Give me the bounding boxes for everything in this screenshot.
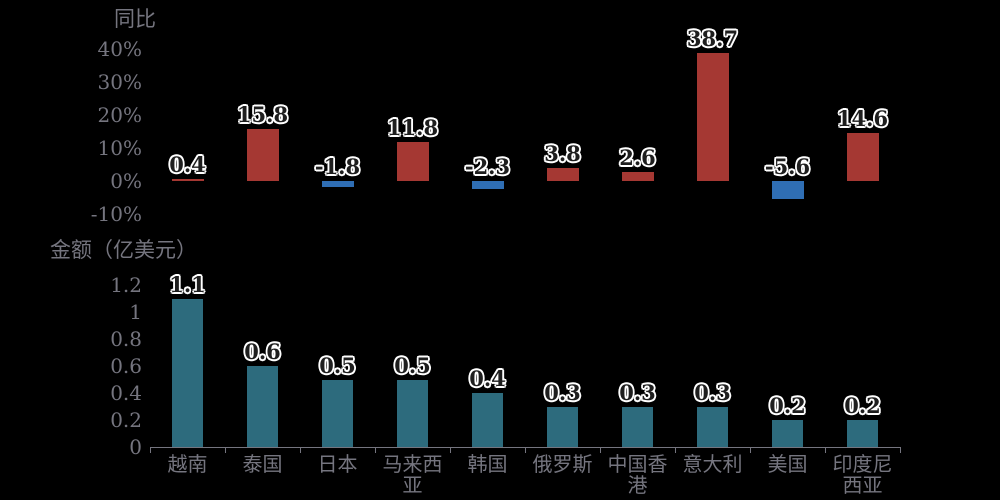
yoy-ytick-label: 30% xyxy=(97,70,142,94)
yoy-ytick-label: -10% xyxy=(90,202,142,226)
amount-data-label: 0.6 xyxy=(244,339,281,364)
amount-data-label: 1.1 xyxy=(169,271,206,297)
amount-bar xyxy=(322,379,353,447)
amount-bar xyxy=(247,366,278,447)
amount-axis-title: 金额（亿美元） xyxy=(50,238,197,262)
amount-bar xyxy=(397,379,428,447)
axis-tick-mark xyxy=(150,448,151,453)
amount-data-label: 0.2 xyxy=(844,393,881,418)
amount-data-label: 0.3 xyxy=(694,379,731,405)
category-label: 中国香港 xyxy=(607,452,668,497)
amount-bar xyxy=(622,406,653,447)
amount-bar xyxy=(697,406,728,447)
yoy-data-label: 15.8 xyxy=(236,101,289,127)
category-label: 意大利 xyxy=(682,452,743,476)
amount-data-label: 0.2 xyxy=(769,393,806,418)
amount-data-label: 0.5 xyxy=(319,352,356,378)
axis-tick-mark xyxy=(600,448,601,453)
yoy-data-label: 0.4 xyxy=(169,152,206,177)
yoy-ytick-label: 40% xyxy=(97,37,142,61)
yoy-ytick-label: 20% xyxy=(97,103,142,127)
yoy-bar xyxy=(846,132,879,181)
yoy-ytick-label: 0% xyxy=(110,169,142,193)
amount-data-label: 0.5 xyxy=(394,352,431,378)
yoy-bar xyxy=(771,181,804,200)
amount-ytick-label: 1 xyxy=(129,300,142,324)
yoy-data-label: 2.6 xyxy=(619,145,656,171)
amount-ytick-label: 0.2 xyxy=(110,408,142,432)
amount-bar xyxy=(472,393,503,447)
axis-tick-mark xyxy=(525,448,526,453)
yoy-data-label: 14.6 xyxy=(836,105,889,131)
axis-tick-mark xyxy=(225,448,226,453)
yoy-data-label: -5.6 xyxy=(764,154,811,179)
amount-ytick-label: 0.8 xyxy=(110,327,142,351)
amount-data-label: 0.3 xyxy=(544,379,581,405)
amount-data-label: 0.4 xyxy=(469,366,506,391)
category-label: 日本 xyxy=(317,452,358,476)
amount-bar xyxy=(547,406,578,447)
axis-tick-mark xyxy=(300,448,301,453)
amount-ytick-label: 1.2 xyxy=(110,273,142,297)
category-axis-line xyxy=(150,447,901,448)
yoy-bar xyxy=(321,181,354,187)
category-label: 马来西亚 xyxy=(382,452,443,497)
yoy-data-label: 11.8 xyxy=(386,115,439,141)
yoy-bar xyxy=(171,179,204,181)
axis-tick-mark xyxy=(750,448,751,453)
amount-bar xyxy=(847,420,878,447)
yoy-bar xyxy=(396,142,429,181)
yoy-data-label: 38.7 xyxy=(686,26,739,52)
amount-ytick-label: 0 xyxy=(129,435,142,459)
amount-bar xyxy=(172,298,203,447)
amount-ytick-label: 0.6 xyxy=(110,354,142,378)
axis-tick-mark xyxy=(450,448,451,453)
amount-ytick-label: 0.4 xyxy=(110,381,142,405)
category-label: 印度尼 西亚 xyxy=(832,452,893,497)
yoy-ytick-label: 10% xyxy=(97,136,142,160)
yoy-data-label: -1.8 xyxy=(314,154,361,179)
amount-bar xyxy=(772,420,803,447)
amount-data-label: 0.3 xyxy=(619,379,656,405)
yoy-bar xyxy=(546,168,579,181)
yoy-bar xyxy=(246,128,279,181)
category-label: 俄罗斯 xyxy=(532,452,593,476)
category-label: 美国 xyxy=(767,452,808,476)
category-label: 韩国 xyxy=(467,452,508,476)
category-label: 越南 xyxy=(167,452,208,476)
yoy-data-label: -2.3 xyxy=(464,154,511,179)
yoy-data-label: 3.8 xyxy=(544,141,581,167)
yoy-axis-title: 同比 xyxy=(114,7,156,31)
category-label: 泰国 xyxy=(242,452,283,476)
axis-tick-mark xyxy=(900,448,901,453)
yoy-bar xyxy=(621,172,654,181)
yoy-bar xyxy=(696,53,729,181)
axis-tick-mark xyxy=(675,448,676,453)
axis-tick-mark xyxy=(825,448,826,453)
yoy-bar xyxy=(471,181,504,189)
axis-tick-mark xyxy=(375,448,376,453)
